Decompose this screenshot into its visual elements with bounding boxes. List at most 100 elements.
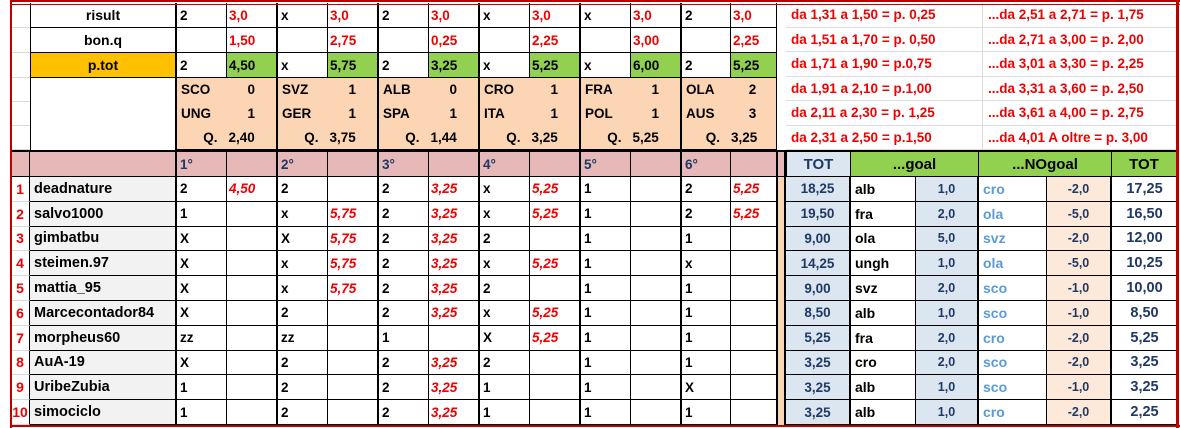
pick-sign-cell[interactable]: 1 xyxy=(580,177,631,202)
pick-sign-cell[interactable]: 2 xyxy=(176,177,227,202)
pick-odds-cell[interactable] xyxy=(631,177,681,202)
pick-sign-cell[interactable]: 1 xyxy=(580,350,631,376)
pick-odds-cell[interactable] xyxy=(328,350,378,376)
goal-team[interactable]: alb xyxy=(851,177,916,202)
pick-sign-cell[interactable]: x xyxy=(277,201,328,227)
pick-sign-cell[interactable]: 1 xyxy=(681,350,731,376)
result-sign-cell[interactable] xyxy=(277,28,328,53)
pick-sign-cell[interactable]: 2 xyxy=(277,300,328,326)
pick-sign-cell[interactable]: X xyxy=(176,276,227,301)
pick-odds-cell[interactable] xyxy=(227,300,277,326)
pick-sign-cell[interactable]: 2 xyxy=(378,177,429,202)
final-total[interactable]: 3,25 xyxy=(1112,375,1177,401)
match-block[interactable]: OLA 2 AUS 3 Q. 3,25 xyxy=(681,78,777,150)
ptot-value-cell[interactable]: 6,00 xyxy=(631,53,681,78)
player-name[interactable]: AuA-19 xyxy=(30,350,176,376)
pick-odds-cell[interactable] xyxy=(227,201,277,227)
pick-sign-cell[interactable]: 2 xyxy=(681,177,731,202)
pick-sign-cell[interactable]: 1 xyxy=(681,400,731,425)
player-total[interactable]: 5,25 xyxy=(786,325,851,351)
nogoal-points[interactable]: -2,0 xyxy=(1047,226,1112,252)
ptot-sign-cell[interactable]: x xyxy=(479,53,530,78)
final-total[interactable]: 5,25 xyxy=(1112,326,1177,351)
nogoal-team[interactable]: sco xyxy=(979,276,1047,301)
pick-sign-cell[interactable]: x xyxy=(277,276,328,301)
pick-odds-cell[interactable] xyxy=(731,375,777,401)
goal-points[interactable]: 2,0 xyxy=(916,325,979,351)
pick-odds-cell[interactable]: 3,25 xyxy=(429,300,479,326)
player-name[interactable]: steimen.97 xyxy=(30,251,176,277)
pick-odds-cell[interactable] xyxy=(731,400,777,425)
pick-sign-cell[interactable]: 2 xyxy=(479,226,530,252)
pick-sign-cell[interactable]: 1 xyxy=(681,276,731,301)
pick-odds-cell[interactable]: 4,50 xyxy=(227,177,277,202)
player-name[interactable]: simociclo xyxy=(30,400,176,425)
pick-odds-cell[interactable]: 3,25 xyxy=(429,201,479,227)
column-header[interactable]: 6° xyxy=(681,152,731,177)
pick-sign-cell[interactable]: 1 xyxy=(378,325,429,351)
pick-odds-cell[interactable] xyxy=(328,325,378,351)
player-total[interactable]: 3,25 xyxy=(786,375,851,401)
pick-odds-cell[interactable] xyxy=(530,400,580,425)
player-name[interactable]: morpheus60 xyxy=(30,325,176,351)
pick-sign-cell[interactable]: 1 xyxy=(479,400,530,425)
nogoal-header[interactable]: ...NOgoal xyxy=(979,152,1112,177)
pick-odds-cell[interactable] xyxy=(328,177,378,202)
pick-sign-cell[interactable]: 1 xyxy=(479,375,530,401)
pick-sign-cell[interactable]: x xyxy=(277,251,328,277)
column-header[interactable]: 5° xyxy=(580,152,631,177)
pick-sign-cell[interactable]: X xyxy=(277,226,328,252)
pick-odds-cell[interactable]: 5,25 xyxy=(731,201,777,227)
match-block[interactable]: SVZ 1 GER 1 Q. 3,75 xyxy=(277,78,378,150)
pick-sign-cell[interactable]: 2 xyxy=(378,375,429,401)
pick-odds-cell[interactable] xyxy=(530,276,580,301)
pick-odds-cell[interactable] xyxy=(731,350,777,376)
pick-odds-cell[interactable] xyxy=(227,325,277,351)
pick-odds-cell[interactable]: 5,25 xyxy=(530,201,580,227)
pick-odds-cell[interactable] xyxy=(631,350,681,376)
result-sign-cell[interactable]: 2 xyxy=(176,3,227,28)
pick-sign-cell[interactable]: 1 xyxy=(580,226,631,252)
final-total[interactable]: 8,50 xyxy=(1112,301,1177,326)
column-header[interactable]: 1° xyxy=(176,152,227,177)
pick-odds-cell[interactable] xyxy=(530,226,580,252)
pick-odds-cell[interactable] xyxy=(328,300,378,326)
result-odds-cell[interactable]: 3,0 xyxy=(227,3,277,28)
bonus-odds-cell[interactable]: 2,25 xyxy=(530,28,580,53)
pick-odds-cell[interactable] xyxy=(227,226,277,252)
pick-sign-cell[interactable]: 2 xyxy=(378,400,429,425)
final-total[interactable]: 17,25 xyxy=(1112,177,1177,202)
result-odds-cell[interactable]: 3,0 xyxy=(631,3,681,28)
player-total[interactable]: 18,25 xyxy=(786,177,851,202)
pick-odds-cell[interactable] xyxy=(731,300,777,326)
player-total[interactable]: 3,25 xyxy=(786,400,851,425)
ptot-sign-cell[interactable]: x xyxy=(580,53,631,78)
pick-odds-cell[interactable] xyxy=(328,400,378,425)
bonus-odds-cell[interactable]: 2,75 xyxy=(328,28,378,53)
pick-sign-cell[interactable]: 1 xyxy=(580,201,631,227)
pick-odds-cell[interactable]: 3,25 xyxy=(429,400,479,425)
pick-sign-cell[interactable]: X xyxy=(681,375,731,401)
pick-odds-cell[interactable]: 5,75 xyxy=(328,201,378,227)
pick-sign-cell[interactable]: 2 xyxy=(479,276,530,301)
pick-sign-cell[interactable]: 1 xyxy=(580,276,631,301)
nogoal-team[interactable]: ola xyxy=(979,251,1047,277)
nogoal-team[interactable]: sco xyxy=(979,350,1047,376)
pick-sign-cell[interactable]: 1 xyxy=(681,226,731,252)
pick-odds-cell[interactable]: 5,25 xyxy=(530,300,580,326)
pick-sign-cell[interactable]: 1 xyxy=(580,251,631,277)
pick-odds-cell[interactable] xyxy=(227,375,277,401)
pick-sign-cell[interactable]: 2 xyxy=(479,350,530,376)
goal-points[interactable]: 1,0 xyxy=(916,177,979,202)
nogoal-team[interactable]: sco xyxy=(979,300,1047,326)
nogoal-team[interactable]: ola xyxy=(979,201,1047,227)
column-header[interactable]: 3° xyxy=(378,152,429,177)
player-name[interactable]: mattia_95 xyxy=(30,276,176,301)
nogoal-team[interactable]: cro xyxy=(979,325,1047,351)
result-sign-cell[interactable]: 2 xyxy=(378,3,429,28)
pick-sign-cell[interactable]: 2 xyxy=(277,400,328,425)
goal-points[interactable]: 2,0 xyxy=(916,201,979,227)
pick-odds-cell[interactable] xyxy=(731,276,777,301)
player-total[interactable]: 9,00 xyxy=(786,276,851,301)
row-label[interactable]: p.tot xyxy=(30,53,176,78)
